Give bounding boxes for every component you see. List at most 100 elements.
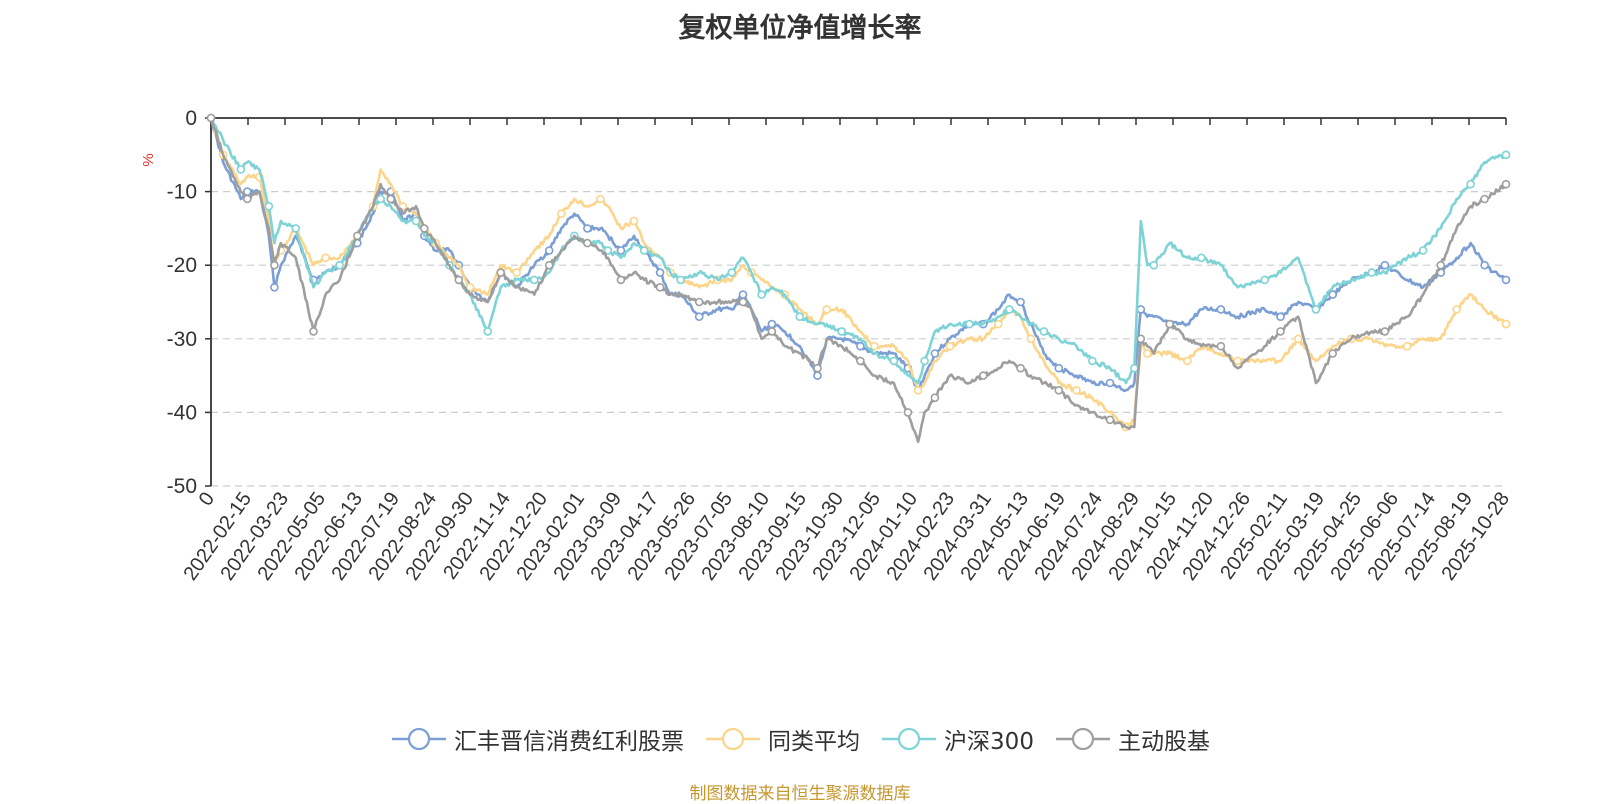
- data-point: [727, 268, 737, 277]
- legend-item[interactable]: 沪深300: [880, 722, 1034, 756]
- data-point: [616, 275, 626, 285]
- data-point: [1136, 305, 1146, 314]
- data-point: [206, 113, 216, 123]
- legend: 汇丰晋信消费红利股票 同类平均 沪深300 主动股基: [0, 722, 1600, 756]
- data-point: [629, 216, 639, 226]
- data-point: [243, 187, 252, 196]
- data-point: [1026, 334, 1036, 344]
- data-point: [1197, 253, 1206, 263]
- data-point: [1136, 334, 1146, 344]
- data-point: [856, 356, 865, 366]
- data-point: [496, 268, 506, 277]
- series-lines: [206, 113, 1511, 444]
- data-point: [1380, 260, 1390, 270]
- data-point: [1501, 179, 1511, 189]
- data-point: [1072, 385, 1081, 395]
- series-line: [209, 117, 1508, 444]
- data-point: [813, 363, 822, 373]
- data-point: [694, 297, 704, 307]
- data-point: [965, 319, 974, 329]
- y-axis-unit-label: %: [140, 153, 157, 166]
- data-point: [1105, 378, 1115, 388]
- data-point: [1452, 305, 1461, 314]
- data-point: [529, 275, 539, 285]
- data-point: [993, 319, 1003, 329]
- data-point: [738, 290, 748, 299]
- data-point: [1005, 305, 1014, 314]
- data-point: [757, 290, 766, 299]
- data-point: [583, 238, 592, 248]
- legend-item[interactable]: 同类平均: [704, 722, 860, 756]
- legend-item[interactable]: 汇丰晋信消费红利股票: [390, 722, 684, 756]
- data-point: [694, 312, 704, 322]
- data-point: [1328, 349, 1337, 358]
- data-point: [930, 393, 940, 403]
- data-point: [1480, 194, 1489, 204]
- data-point: [1105, 415, 1115, 425]
- data-point: [1293, 334, 1303, 344]
- data-point: [603, 246, 613, 255]
- data-point: [1402, 341, 1412, 351]
- data-point: [512, 268, 521, 277]
- data-point: [822, 305, 832, 314]
- legend-label: 同类平均: [768, 729, 861, 755]
- data-point: [1480, 260, 1489, 270]
- series-line: [209, 117, 1507, 385]
- data-point: [655, 268, 665, 277]
- data-point: [913, 385, 923, 395]
- data-point: [920, 356, 929, 366]
- y-tick-label: 0: [185, 107, 197, 130]
- legend-label: 汇丰晋信消费红利股票: [454, 729, 685, 755]
- data-point: [1260, 275, 1269, 285]
- data-point: [639, 246, 649, 255]
- data-point: [795, 312, 805, 322]
- data-point: [767, 319, 777, 329]
- legend-item[interactable]: 主动股基: [1054, 722, 1210, 756]
- data-point: [264, 202, 274, 211]
- data-point: [1165, 319, 1174, 329]
- data-point: [1418, 246, 1428, 255]
- data-point: [869, 341, 879, 351]
- data-point: [1436, 260, 1446, 270]
- data-point: [1016, 363, 1025, 373]
- data-point: [1143, 349, 1152, 358]
- data-point: [556, 209, 566, 218]
- data-point: [856, 341, 865, 351]
- chart-title: 复权单位净值增长率: [678, 13, 922, 44]
- data-point: [1501, 275, 1511, 285]
- data-point: [1501, 319, 1511, 329]
- data-point: [270, 282, 279, 292]
- data-point: [1216, 305, 1226, 314]
- data-point: [376, 194, 385, 204]
- data-point: [1016, 297, 1025, 307]
- data-point: [419, 224, 429, 233]
- y-tick-label: -40: [167, 401, 197, 424]
- data-point: [1130, 363, 1139, 373]
- data-point: [243, 194, 252, 204]
- data-point: [813, 371, 822, 380]
- data-point: [270, 260, 279, 270]
- data-point: [583, 224, 592, 233]
- data-point: [1367, 268, 1377, 277]
- data-point: [1311, 305, 1321, 314]
- data-point: [837, 327, 847, 336]
- data-point: [291, 224, 301, 233]
- data-point: [930, 349, 940, 358]
- data-point: [1276, 327, 1285, 336]
- data-point: [1501, 150, 1511, 160]
- data-point: [411, 216, 421, 226]
- data-point: [676, 275, 685, 285]
- x-tick-label: 0: [195, 488, 219, 510]
- data-point: [544, 246, 554, 255]
- data-source-note: 制图数据来自恒生聚源数据库: [689, 784, 911, 804]
- data-point: [309, 327, 318, 336]
- data-point: [386, 194, 396, 204]
- data-point: [978, 371, 988, 380]
- legend-label: 沪深300: [944, 729, 1034, 755]
- legend-line-marker-icon: [392, 727, 447, 751]
- data-point: [945, 341, 955, 351]
- data-point: [352, 231, 362, 241]
- y-tick-label: -10: [167, 181, 197, 204]
- data-point: [544, 260, 554, 270]
